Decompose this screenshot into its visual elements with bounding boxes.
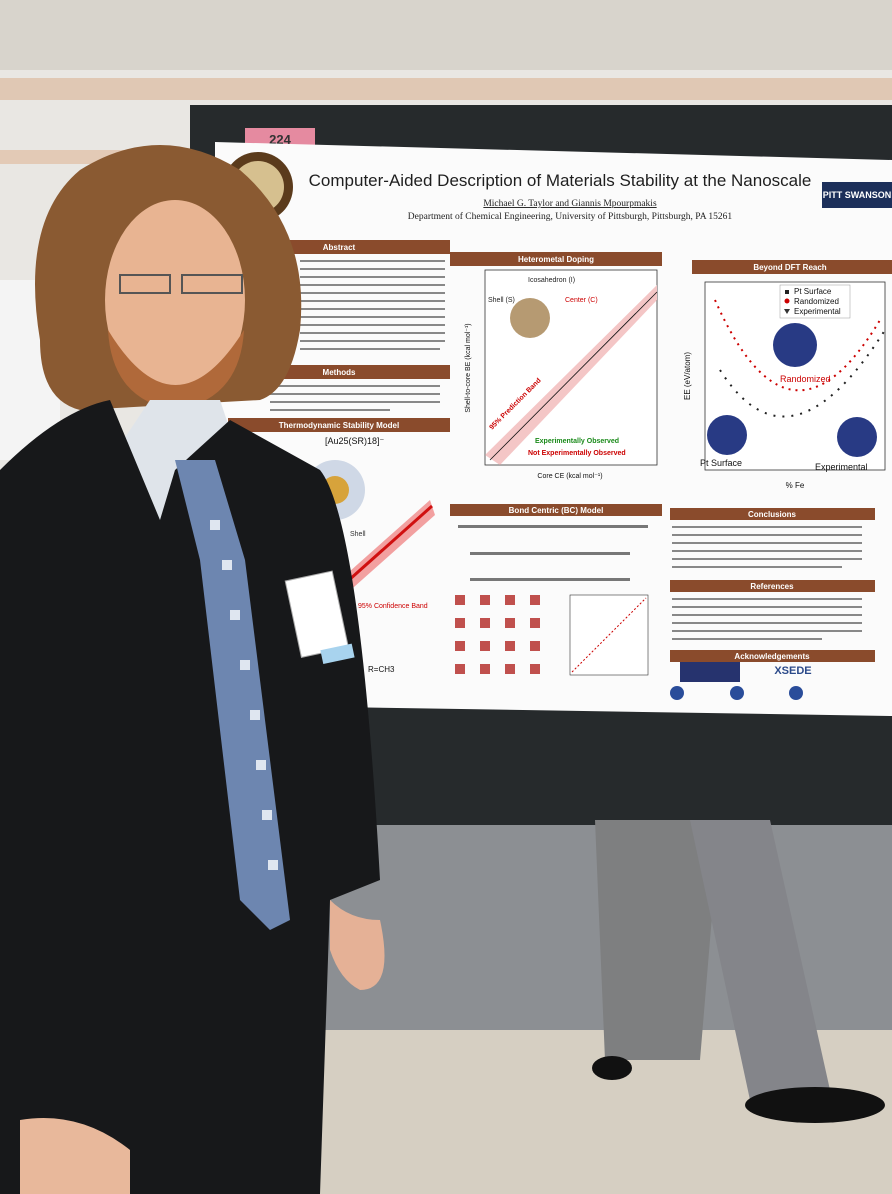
legend-marker	[785, 290, 789, 294]
section-title: Beyond DFT Reach	[753, 263, 826, 272]
label: Center (C)	[565, 297, 598, 304]
cluster-image	[510, 298, 550, 338]
label: R=CH3	[368, 665, 395, 674]
data-trend	[714, 299, 881, 392]
poster-affiliation: Department of Chemical Engineering, Univ…	[408, 211, 733, 222]
body-text	[672, 598, 862, 640]
shoe	[745, 1087, 885, 1123]
section-title: Methods	[323, 368, 356, 377]
section-title: Conclusions	[748, 510, 797, 519]
legend-label: Randomized	[794, 297, 839, 306]
booth-number: 224	[269, 132, 291, 147]
section-header	[450, 252, 662, 266]
logo	[680, 662, 740, 682]
beard	[108, 330, 244, 410]
label: Randomized	[780, 374, 831, 384]
cluster-image	[707, 415, 747, 455]
equations	[458, 525, 648, 581]
section-title: Thermodynamic Stability Model	[279, 421, 399, 430]
axis-label: Shell-to-core BE (kcal mol⁻¹)	[465, 323, 472, 412]
label: Experimentally Observed	[535, 438, 619, 445]
logo	[670, 686, 684, 700]
legend-label: Experimental	[794, 307, 841, 316]
section-header	[670, 650, 875, 662]
person-legs	[690, 820, 830, 1100]
body-text	[672, 526, 862, 568]
section-title: Abstract	[323, 243, 356, 252]
tie	[175, 460, 290, 930]
logo-text: XSEDE	[774, 665, 811, 677]
body-text	[300, 260, 445, 350]
shoe	[592, 1056, 632, 1080]
logo	[730, 686, 744, 700]
label: Pt Surface	[700, 458, 742, 468]
legend-label: Pt Surface	[794, 287, 832, 296]
section-header	[692, 260, 892, 274]
hand	[330, 900, 385, 990]
poster-authors: Michael G. Taylor and Giannis Mpourpmaki…	[483, 199, 657, 209]
label: Shell	[350, 531, 366, 538]
legend	[779, 284, 851, 319]
logo	[789, 686, 803, 700]
section-header	[228, 418, 450, 432]
prediction-band	[485, 285, 657, 465]
section-title: Bond Centric (BC) Model	[509, 506, 604, 515]
cluster-grid	[455, 595, 540, 674]
legend-marker	[784, 309, 790, 314]
section-title: Heterometal Doping	[518, 255, 594, 264]
section-title: Acknowledgements	[734, 652, 810, 661]
label: Not Experimentally Observed	[528, 450, 626, 457]
axis-label: Core CE (kcal mol⁻¹)	[537, 473, 602, 480]
formula: [Au25(SR)18]⁻	[325, 436, 385, 446]
ceiling	[0, 0, 892, 70]
label: 95% Confidence Band	[358, 603, 428, 610]
logo	[822, 182, 892, 208]
fit-line	[489, 291, 658, 461]
fit-line	[339, 504, 433, 590]
cluster-image	[837, 417, 877, 457]
section-header	[450, 504, 662, 516]
duct	[0, 78, 892, 100]
logo-text: PITT SWANSON	[823, 190, 892, 200]
hand	[20, 1118, 130, 1194]
face	[105, 200, 245, 400]
jacket	[0, 400, 380, 1194]
axis-label: % Fe	[786, 481, 805, 490]
glasses	[119, 274, 243, 294]
section-header	[670, 580, 875, 592]
poster-title: Computer-Aided Description of Materials …	[309, 171, 812, 190]
label: Experimental	[815, 462, 868, 472]
badge	[284, 570, 355, 664]
fit-line	[571, 597, 647, 673]
cluster-image	[773, 323, 817, 367]
section-header	[670, 508, 875, 520]
label: Shell (S)	[488, 297, 515, 304]
axis-label: EE (eV/atom)	[683, 352, 692, 400]
tie-pattern	[210, 520, 278, 870]
person-legs	[595, 820, 720, 1060]
label: Icosahedron (I)	[528, 277, 575, 284]
badge-ribbon	[320, 643, 355, 664]
section-title: References	[750, 582, 794, 591]
legend-marker	[784, 298, 790, 304]
body-text	[270, 385, 440, 411]
